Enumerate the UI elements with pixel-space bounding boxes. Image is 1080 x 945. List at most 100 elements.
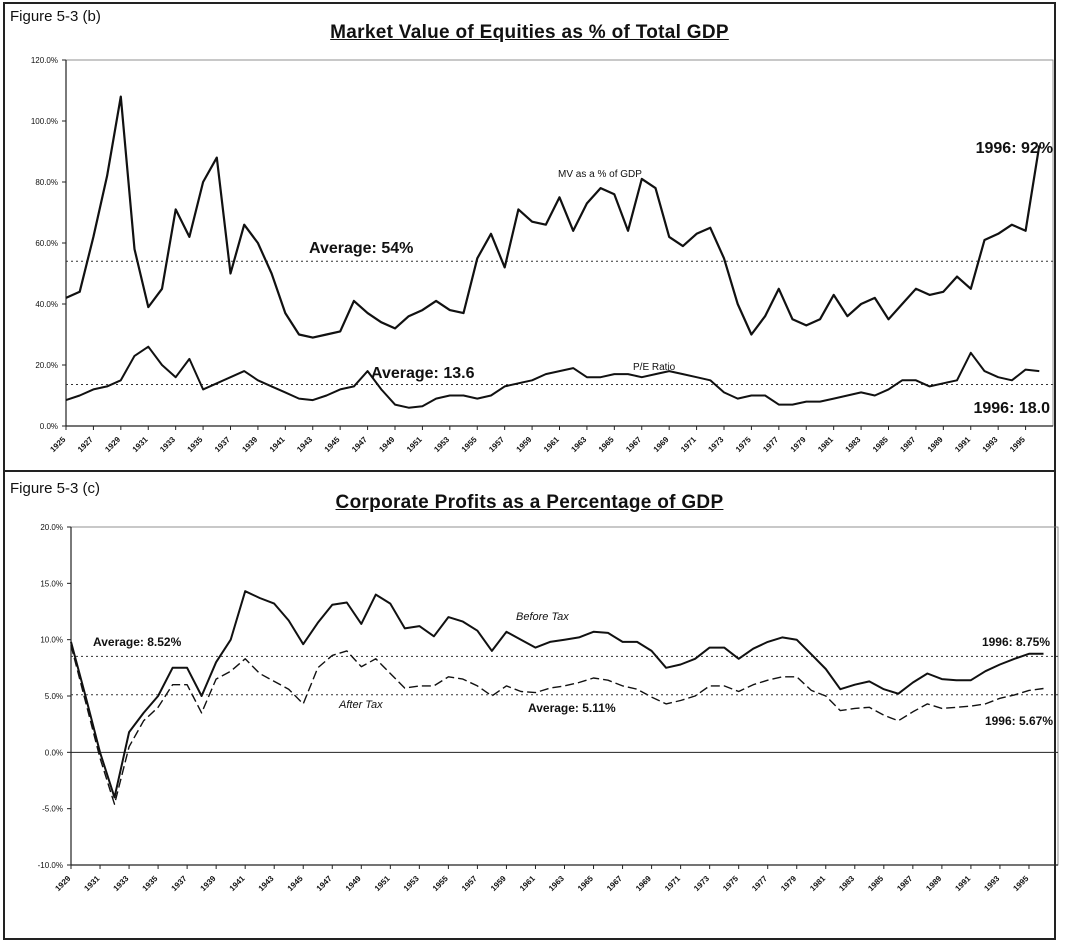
series-line [70,645,1044,805]
x-tick-label: 1991 [953,435,972,454]
y-tick-label: 10.0% [40,636,63,645]
x-tick-label: 1981 [816,435,835,454]
x-tick-label: 1963 [547,874,566,893]
x-tick-label: 1951 [373,874,392,893]
x-tick-label: 1957 [460,874,479,893]
x-tick-label: 1961 [542,435,561,454]
x-tick-label: 1949 [377,435,396,454]
x-tick-label: 1929 [103,435,122,454]
x-tick-label: 1989 [924,874,943,893]
average-label: Average: 5.11% [528,701,616,715]
series-line [65,345,1040,409]
annotation-label: 1996: 5.67% [985,714,1053,728]
annotation-label: 1996: 92% [976,140,1053,157]
y-tick-label: -5.0% [42,805,63,814]
x-tick-label: 1967 [624,435,643,454]
x-tick-label: 1935 [186,435,205,454]
y-tick-label: 80.0% [35,178,58,187]
x-tick-label: 1967 [605,874,624,893]
x-tick-label: 1947 [350,435,369,454]
plot-area-border [70,526,1059,866]
series-label: Before Tax [516,611,569,623]
x-tick-label: 1941 [228,874,247,893]
x-tick-label: 1979 [779,874,798,893]
x-tick-label: 1931 [131,435,150,454]
x-tick-label: 1963 [569,435,588,454]
series-line [65,95,1041,339]
x-tick-label: 1941 [268,435,287,454]
x-tick-label: 1961 [518,874,537,893]
x-tick-label: 1947 [315,874,334,893]
average-label: Average: 8.52% [93,635,182,649]
panel-market-value: Figure 5-3 (b) Market Value of Equities … [3,2,1056,470]
y-tick-label: 20.0% [40,523,63,532]
series-line [70,590,1044,799]
x-tick-label: 1943 [257,874,276,893]
y-tick-label: 0.0% [40,422,58,431]
y-tick-label: 120.0% [31,56,58,65]
x-tick-label: 1995 [1011,874,1030,893]
figure-label: Figure 5-3 (c) [10,480,101,497]
x-tick-label: 1973 [706,435,725,454]
chart-title: Market Value of Equities as % of Total G… [330,22,729,43]
figure-label: Figure 5-3 (b) [10,8,101,25]
x-tick-label: 1965 [576,874,595,893]
x-tick-label: 1937 [170,874,189,893]
series-label: After Tax [338,699,383,711]
x-tick-label: 1983 [844,435,863,454]
x-tick-label: 1971 [663,874,682,893]
x-tick-label: 1933 [112,874,131,893]
y-tick-label: 40.0% [35,300,58,309]
x-tick-label: 1945 [323,435,342,454]
x-tick-label: 1937 [213,435,232,454]
annotation-label: 1996: 18.0 [973,400,1050,417]
x-tick-label: 1945 [286,874,305,893]
y-tick-label: 15.0% [40,579,63,588]
x-tick-label: 1987 [898,435,917,454]
x-tick-label: 1991 [953,874,972,893]
series-label: MV as a % of GDP [558,169,642,180]
x-tick-label: 1985 [866,874,885,893]
x-tick-label: 1935 [141,874,160,893]
x-tick-label: 1993 [982,874,1001,893]
average-label: Average: 54% [309,240,413,257]
panel-corporate-profits: Figure 5-3 (c) Corporate Profits as a Pe… [3,470,1059,942]
y-tick-label: 60.0% [35,239,58,248]
x-tick-label: 1995 [1008,435,1027,454]
market-value-chart: 0.0% 20.0% 40.0% 60.0% 80.0% 100.0% 120.0% 1925… [31,56,1054,454]
x-tick-label: 1965 [597,435,616,454]
x-tick-label: 1959 [515,435,534,454]
x-tick-label: 1943 [295,435,314,454]
x-tick-label: 1977 [761,435,780,454]
x-tick-label: 1925 [48,435,67,454]
average-label: Average: 13.6 [371,365,475,382]
x-tick-label: 1939 [240,435,259,454]
y-tick-label: 20.0% [35,361,58,370]
x-tick-label: 1973 [692,874,711,893]
y-tick-label: 0.0% [45,748,63,757]
x-tick-label: 1957 [487,435,506,454]
x-tick-label: 1981 [808,874,827,893]
corporate-profits-chart: -10.0% -5.0% 0.0% 5.0% 10.0% 15.0% 20.0% 1929 19… [38,523,1059,893]
x-tick-label: 1959 [489,874,508,893]
x-tick-label: 1987 [895,874,914,893]
x-tick-label: 1971 [679,435,698,454]
x-tick-label: 1985 [871,435,890,454]
y-tick-label: -10.0% [38,861,63,870]
x-tick-label: 1951 [405,435,424,454]
x-tick-label: 1969 [634,874,653,893]
x-tick-label: 1931 [82,874,101,893]
x-tick-label: 1953 [432,435,451,454]
y-tick-label: 5.0% [45,692,63,701]
x-tick-label: 1979 [789,435,808,454]
x-tick-label: 1939 [199,874,218,893]
x-tick-label: 1975 [721,874,740,893]
x-tick-label: 1927 [76,435,95,454]
x-tick-label: 1929 [53,874,72,893]
annotation-label: 1996: 8.75% [982,635,1050,649]
x-tick-label: 1977 [750,874,769,893]
x-tick-label: 1953 [402,874,421,893]
series-label: P/E Ratio [633,362,676,373]
x-tick-label: 1955 [431,874,450,893]
x-tick-label: 1983 [837,874,856,893]
